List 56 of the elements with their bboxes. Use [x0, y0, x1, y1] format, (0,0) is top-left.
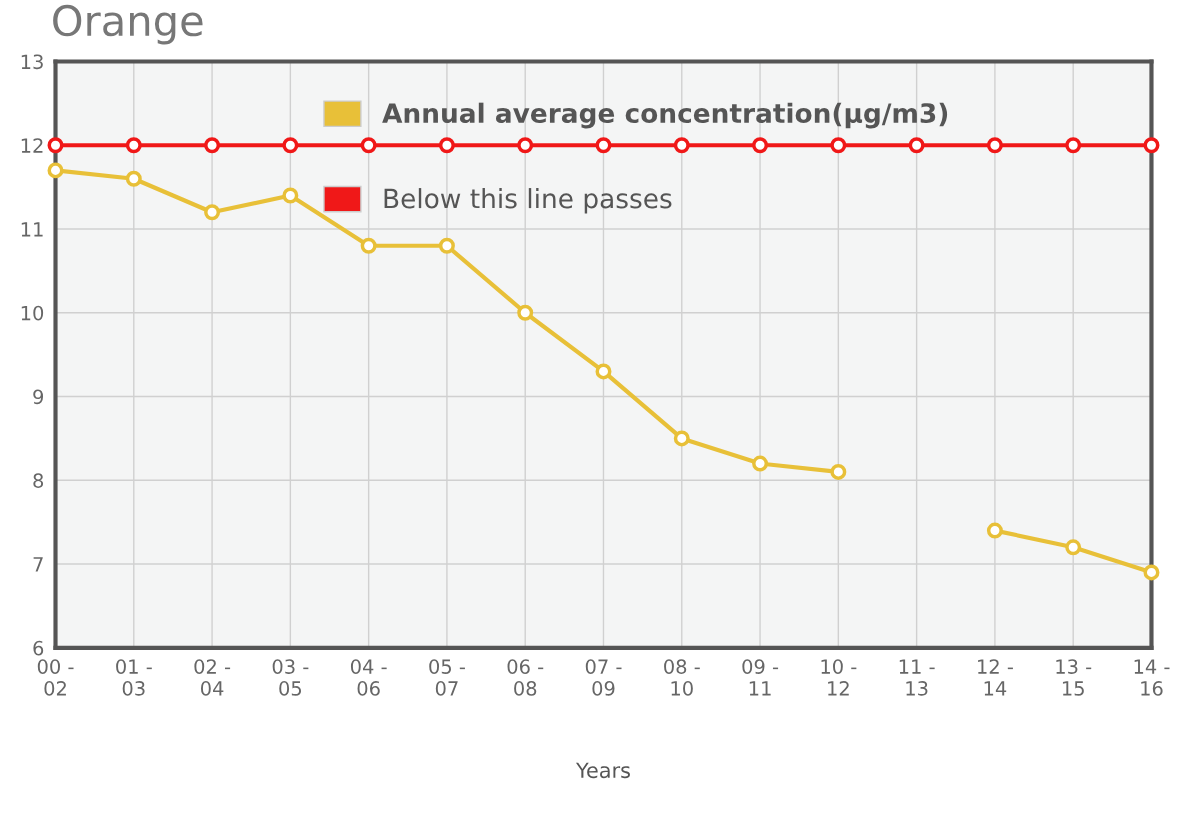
x-tick-label: 00 - 02: [37, 659, 74, 696]
point: [986, 137, 1003, 154]
x-tick-label: 02 - 04: [194, 659, 231, 696]
x-tick-label: 13 - 15: [1056, 659, 1092, 696]
point: [752, 455, 769, 472]
point: [204, 204, 221, 221]
point: [47, 137, 64, 154]
point: [752, 137, 769, 154]
point: [986, 522, 1003, 539]
x-tick-label: 05 - 07: [429, 659, 465, 696]
point: [830, 137, 847, 154]
legend-label: Below this line passes: [384, 188, 672, 214]
point: [673, 137, 690, 154]
point: [595, 363, 612, 380]
point: [438, 237, 455, 254]
point: [1065, 137, 1082, 154]
point: [438, 137, 455, 154]
y-tick-label: 7: [33, 557, 43, 572]
point: [125, 137, 142, 154]
y-tick-label: 9: [33, 389, 44, 405]
x-tick-label: 12 - 14: [978, 659, 1013, 696]
x-tick-label: 06 - 08: [507, 659, 544, 696]
y-tick-label: 10: [21, 305, 44, 321]
x-tick-label: 08 - 10: [664, 659, 700, 696]
point: [204, 137, 221, 154]
x-tick-label: 01 - 03: [116, 659, 152, 696]
point: [517, 137, 534, 154]
x-tick-label: 03 - 05: [272, 659, 309, 696]
point: [673, 430, 690, 447]
x-tick-label: 14 - 16: [1134, 659, 1170, 696]
y-tick-label: 8: [33, 473, 44, 488]
point: [517, 304, 534, 321]
x-tick-label: 09 - 11: [742, 659, 779, 696]
point: [47, 162, 64, 179]
x-tick-label: 11 - 13: [899, 659, 935, 696]
point: [282, 187, 299, 204]
y-tick-label: 11: [21, 222, 43, 237]
legend-label: Annual average concentration(µg/m3): [382, 102, 948, 129]
chart-title: Orange: [53, 4, 203, 45]
point: [908, 137, 925, 154]
x-axis-title: Years: [575, 762, 630, 779]
x-tick-label: 04 - 06: [350, 659, 387, 696]
point: [125, 170, 142, 187]
point: [595, 137, 612, 154]
point: [1143, 564, 1160, 581]
y-tick-label: 13: [21, 54, 43, 70]
y-tick-label: 12: [21, 138, 43, 153]
y-tick-label: 6: [33, 640, 44, 656]
point: [282, 137, 299, 154]
point: [1143, 137, 1160, 154]
x-tick-label: 10 - 12: [821, 659, 857, 696]
x-tick-label: 07 - 09: [585, 659, 622, 696]
point: [1065, 539, 1082, 556]
point: [830, 463, 847, 480]
point: [360, 137, 377, 154]
point: [360, 237, 377, 254]
